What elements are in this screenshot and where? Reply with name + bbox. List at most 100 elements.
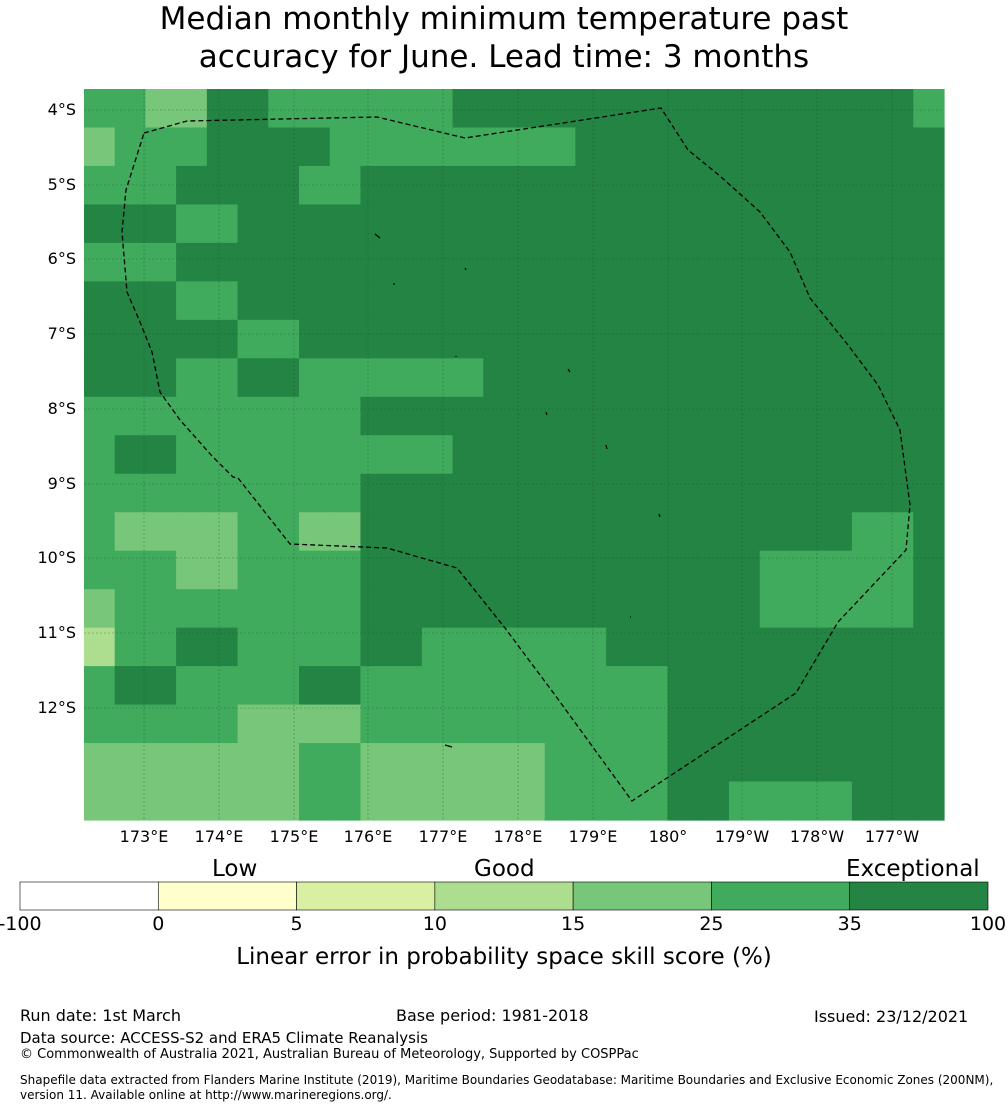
- grid-cell: [790, 589, 822, 629]
- grid-cell: [268, 435, 300, 475]
- grid-cell: [268, 204, 300, 244]
- longitude-label: 174°E: [194, 827, 244, 846]
- grid-cell: [514, 281, 546, 321]
- grid-cell: [729, 358, 761, 398]
- grid-cell: [851, 127, 884, 167]
- grid-cell: [483, 435, 515, 475]
- grid-cell: [237, 627, 269, 667]
- grid-cell: [729, 204, 761, 244]
- grid-cell: [329, 435, 362, 475]
- grid-cell: [237, 358, 269, 398]
- grid-cell: [145, 396, 177, 436]
- grid-cell: [851, 704, 884, 744]
- grid-cell: [114, 781, 147, 821]
- grid-cell: [299, 627, 331, 667]
- latitude-label: 7°S: [47, 324, 76, 343]
- grid-cell: [391, 589, 423, 629]
- grid-cell: [790, 743, 822, 783]
- grid-cell: [821, 743, 853, 783]
- islands: [374, 233, 661, 748]
- grid-cell: [145, 666, 177, 706]
- grid-cell: [391, 127, 423, 167]
- grid-cell: [606, 589, 638, 629]
- grid-cell: [514, 242, 546, 282]
- grid-cell: [145, 127, 177, 167]
- grid-cell: [483, 704, 515, 744]
- grid-cell: [360, 550, 392, 590]
- grid-cell: [360, 204, 392, 244]
- grid-cell: [329, 627, 362, 667]
- run-date: Run date: 1st March: [20, 1006, 181, 1025]
- grid-cell: [790, 242, 822, 282]
- grid-cell: [698, 127, 730, 167]
- grid-cell: [729, 743, 761, 783]
- grid-cell: [790, 666, 822, 706]
- grid-cell: [514, 666, 546, 706]
- data-source: Data source: ACCESS-S2 and ERA5 Climate …: [20, 1029, 428, 1047]
- grid-cell: [544, 127, 577, 167]
- grid-cell: [329, 512, 362, 552]
- grid-cell: [729, 627, 761, 667]
- grid-cell: [882, 242, 914, 282]
- grid-cell: [237, 204, 269, 244]
- grid-cell: [237, 666, 269, 706]
- legend-category-exceptional: Exceptional: [846, 856, 980, 882]
- grid-cell: [206, 435, 239, 475]
- grid-cell: [452, 165, 484, 206]
- grid-cell: [698, 242, 730, 282]
- grid-cell: [698, 435, 730, 475]
- grid-cell: [237, 396, 269, 436]
- grid-cell: [851, 89, 884, 129]
- grid-cell: [759, 204, 792, 244]
- grid-cell: [667, 473, 699, 513]
- issued-date: Issued: 23/12/2021: [814, 1007, 969, 1026]
- grid-cell: [913, 204, 945, 244]
- grid-cell: [206, 781, 239, 821]
- grid-cell: [84, 589, 116, 629]
- grid-cell: [821, 627, 853, 667]
- grid-cell: [483, 473, 515, 513]
- grid-cell: [360, 512, 392, 552]
- grid-cell: [636, 435, 669, 475]
- grid-cell: [729, 473, 761, 513]
- grid-cell: [851, 435, 884, 475]
- grid-cell: [514, 435, 546, 475]
- grid-cell: [84, 435, 116, 475]
- grid-cell: [299, 781, 331, 821]
- grid-cell: [176, 319, 208, 359]
- grid-cell: [821, 242, 853, 282]
- grid-cell: [790, 89, 822, 129]
- grid-cell: [483, 512, 515, 552]
- colorbar-tick-label: 5: [290, 913, 303, 935]
- grid-cell: [544, 781, 577, 821]
- grid-cell: [575, 165, 607, 206]
- grid-cell: [237, 89, 269, 129]
- grid-cell: [391, 319, 423, 359]
- grid-cell: [851, 242, 884, 282]
- grid-cell: [268, 781, 300, 821]
- grid-cell: [452, 704, 484, 744]
- grid-cell: [84, 396, 116, 436]
- grid-cell: [544, 242, 577, 282]
- grid-cell: [145, 473, 177, 513]
- grid-cell: [882, 666, 914, 706]
- grid-cell: [84, 550, 116, 590]
- base-period: Base period: 1981-2018: [396, 1006, 589, 1025]
- grid-cell: [114, 204, 147, 244]
- grid-cell: [360, 396, 392, 436]
- grid-cell: [698, 396, 730, 436]
- grid-cell: [299, 550, 331, 590]
- grid-cell: [268, 319, 300, 359]
- longitude-label: 178°E: [493, 827, 543, 846]
- grid-cell: [913, 319, 945, 359]
- grid-cell: [268, 666, 300, 706]
- grid-cell: [729, 550, 761, 590]
- grid-cell: [84, 358, 116, 398]
- grid-cell: [329, 358, 362, 398]
- grid-cell: [606, 204, 638, 244]
- grid-cell: [698, 589, 730, 629]
- grid-cell: [483, 319, 515, 359]
- grid-cell: [913, 589, 945, 629]
- island: [658, 513, 661, 518]
- grid-cell: [759, 781, 792, 821]
